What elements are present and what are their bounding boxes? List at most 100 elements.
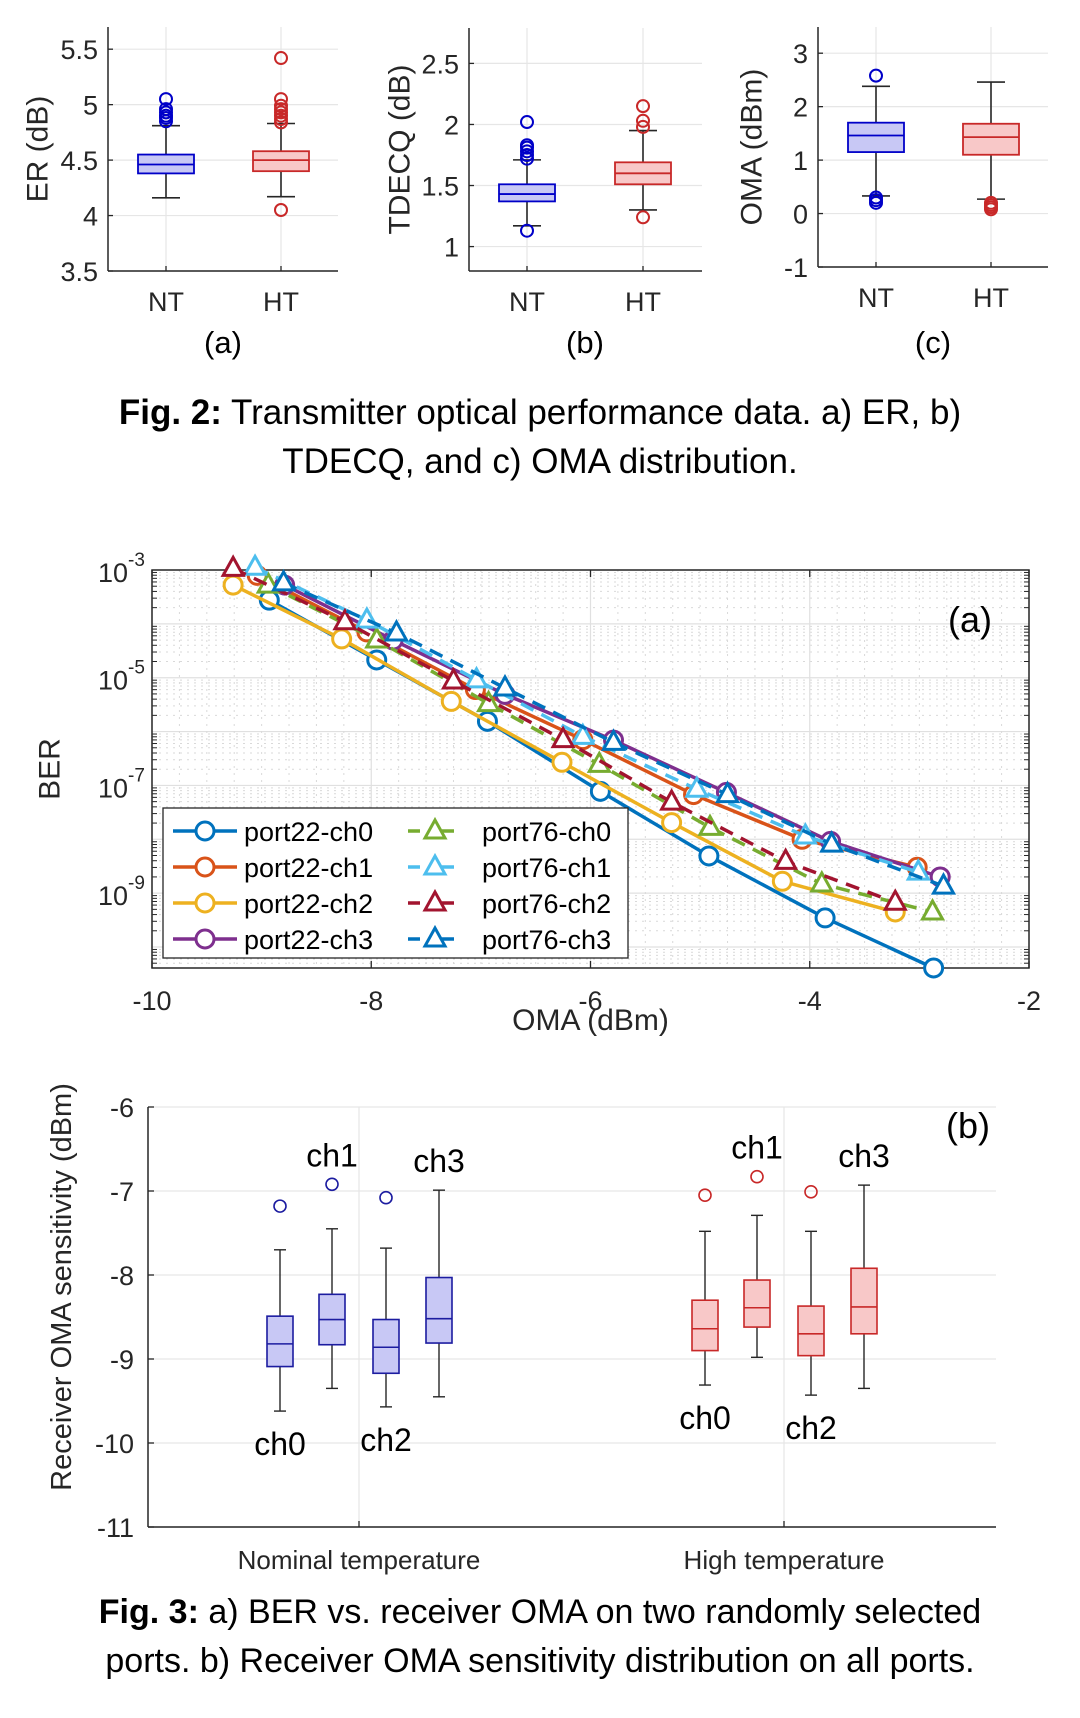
ber-legend-marker-port22-ch3 (194, 928, 216, 950)
ber-panel-label: (a) (948, 599, 992, 640)
ber-legend-label: port76-ch1 (482, 853, 611, 883)
er-outlier (274, 203, 288, 217)
ber-point-port76-ch3 (819, 830, 845, 853)
ber-point-port22-ch2 (551, 751, 573, 773)
rx-box-ch1 (743, 1279, 771, 1328)
ber-point-port76-ch3 (492, 673, 518, 697)
ber-point-port76-ch2 (550, 725, 576, 749)
er-outlier (274, 92, 288, 107)
ber-point-port76-ch3 (383, 618, 410, 642)
tdecq-ytick-label: 1 (444, 233, 459, 263)
er-box-ht (252, 150, 310, 173)
tdecq-outlier (520, 147, 534, 162)
ber-y-axis-label: BER (34, 738, 67, 800)
ber-legend-marker-port76-ch3 (422, 924, 448, 948)
er-ytick-label: 3.5 (60, 257, 98, 287)
oma-outlier (869, 190, 883, 205)
rx-channel-label: ch3 (413, 1143, 465, 1179)
rx-panel-label: (b) (946, 1105, 990, 1146)
ber-point-port76-ch3 (714, 780, 741, 804)
ber-point-port76-ch0 (919, 897, 946, 921)
ber-x-axis-label: OMA (dBm) (512, 1004, 669, 1037)
ber-legend-label: port76-ch3 (482, 925, 611, 955)
rx-xtick-label: Nominal temperature (238, 1545, 481, 1575)
rx-box-ch3 (425, 1276, 453, 1344)
oma-ytick-label: 2 (793, 93, 808, 123)
ber-point-port76-ch3 (930, 872, 957, 895)
ber-point-port22-ch2 (440, 690, 462, 712)
ber-legend-label: port76-ch0 (482, 817, 611, 847)
er-panel-label: (a) (204, 325, 242, 360)
ber-xtick-label: -6 (578, 986, 602, 1016)
tdecq-outlier (520, 144, 534, 159)
ber-legend-label: port76-ch2 (482, 889, 611, 919)
ber-legend-box (162, 807, 629, 959)
oma-y-axis-label: OMA (dBm) (736, 69, 769, 226)
ber-point-port22-ch2 (771, 870, 793, 892)
ber-point-port76-ch2 (882, 888, 908, 911)
er-ytick-label: 5.5 (60, 35, 98, 65)
rx-channel-label: ch2 (360, 1422, 412, 1458)
ber-legend-marker-port76-ch1 (422, 852, 448, 876)
rx-channel-label: ch0 (254, 1426, 306, 1462)
fig3-caption: Fig. 3: a) BER vs. receiver OMA on two r… (0, 1588, 1080, 1686)
tdecq-ytick-label: 2.5 (421, 49, 459, 79)
oma-xtick-label: HT (973, 283, 1009, 313)
fig2-caption-text-1: Transmitter optical performance data. a)… (221, 393, 962, 432)
tdecq-outlier (520, 151, 534, 166)
ber-ytick-exponent: -5 (128, 658, 145, 679)
rx-ytick-label: -10 (95, 1429, 134, 1459)
ber-point-port22-ch0 (698, 845, 720, 867)
tdecq-xtick-label: HT (625, 287, 661, 317)
oma-box-nt (847, 121, 905, 153)
rx-channel-label: ch2 (785, 1410, 837, 1446)
ber-point-port22-ch2 (331, 628, 353, 650)
fig3-caption-text-2: ports. b) Receiver OMA sensitivity distr… (105, 1642, 975, 1680)
fig2-caption: Fig. 2: Transmitter optical performance … (0, 388, 1080, 486)
tdecq-outlier (520, 138, 534, 153)
ber-xtick-label: -8 (359, 986, 383, 1016)
fig2-caption-label: Fig. 2: (118, 393, 222, 432)
ber-point-port76-ch1 (684, 775, 710, 798)
oma-ytick-label: 1 (793, 146, 808, 176)
tdecq-xtick-label: NT (509, 287, 545, 317)
ber-legend-label: port22-ch2 (244, 889, 373, 919)
er-outlier (274, 98, 288, 113)
rx-outlier (273, 1199, 287, 1213)
ber-point-port22-ch0 (814, 907, 836, 929)
tdecq-outlier (636, 119, 650, 134)
ber-legend-label: port22-ch1 (244, 853, 373, 883)
rx-y-axis-label: Receiver OMA sensitivity (dBm) (46, 1083, 78, 1491)
rx-outlier (750, 1169, 764, 1184)
ber-point-port76-ch3 (271, 568, 297, 592)
rx-outlier (698, 1188, 712, 1202)
rx-box-ch2 (797, 1305, 825, 1357)
tdecq-outlier (520, 223, 534, 238)
ber-point-port76-ch0 (697, 813, 723, 836)
ber-ytick-label: 10 (98, 558, 128, 588)
oma-panel-label: (c) (915, 325, 951, 360)
rx-channel-label: ch1 (731, 1130, 783, 1166)
ber-legend-label: port22-ch0 (244, 817, 373, 847)
rx-ytick-label: -9 (110, 1345, 134, 1375)
ber-point-port22-ch2 (661, 812, 683, 834)
ber-plot-frame (151, 569, 1030, 969)
ber-legend-marker-port22-ch2 (194, 892, 216, 914)
ber-xtick-label: -2 (1017, 986, 1041, 1016)
rx-channel-label: ch0 (679, 1400, 731, 1436)
ber-point-port76-ch2 (332, 607, 358, 631)
ber-point-port76-ch0 (809, 869, 835, 893)
rx-ytick-label: -8 (110, 1261, 134, 1291)
er-outlier (159, 92, 173, 107)
ber-ytick-exponent: -3 (128, 550, 145, 571)
ber-point-port22-ch0 (923, 957, 945, 979)
tdecq-outlier (636, 210, 650, 225)
ber-point-port76-ch1 (242, 553, 268, 576)
rx-channel-label: ch1 (306, 1137, 358, 1173)
er-ytick-label: 5 (83, 91, 98, 121)
oma-ytick-label: -1 (784, 253, 808, 283)
tdecq-outlier (636, 99, 650, 114)
rx-box-ch0 (266, 1315, 294, 1368)
fig2-caption-text-2: TDECQ, and c) OMA distribution. (282, 442, 798, 481)
tdecq-ytick-label: 2 (444, 110, 459, 140)
